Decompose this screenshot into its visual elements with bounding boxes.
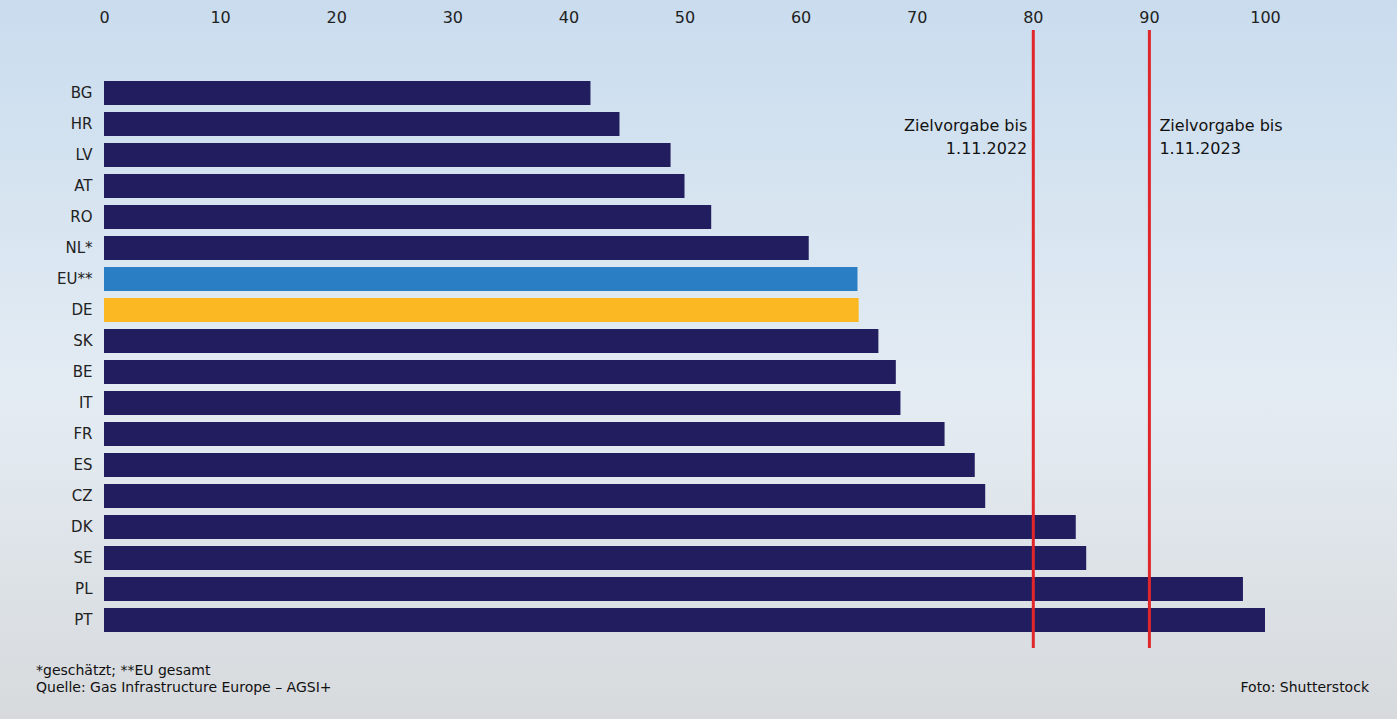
svg-text:BE: BE — [73, 363, 93, 381]
svg-text:SE: SE — [74, 549, 93, 567]
html-text:Foto: Shutterstock: Foto: Shutterstock — [1240, 679, 1369, 695]
svg-text:30: 30 — [443, 8, 463, 27]
svg-text:RO: RO — [70, 208, 92, 226]
svg-text:DE: DE — [71, 301, 92, 319]
svg-text:IT: IT — [79, 394, 93, 412]
svg-text:20: 20 — [327, 8, 347, 27]
svg-text:LV: LV — [76, 146, 94, 164]
svg-text:HR: HR — [71, 115, 93, 133]
svg-text:AT: AT — [74, 177, 93, 195]
svg-text:ES: ES — [74, 456, 93, 474]
svg-text:80: 80 — [1023, 8, 1043, 27]
svg-text:40: 40 — [559, 8, 579, 27]
svg-text:10: 10 — [210, 8, 230, 27]
svg-text:Zielvorgabe bis1.11.2023: Zielvorgabe bis1.11.2023 — [1159, 116, 1282, 157]
svg-text:CZ: CZ — [72, 487, 93, 505]
svg-text:70: 70 — [907, 8, 927, 27]
svg-text:SK: SK — [73, 332, 94, 350]
svg-text:PT: PT — [74, 611, 93, 629]
svg-text:50: 50 — [675, 8, 695, 27]
svg-text:FR: FR — [73, 425, 92, 443]
svg-text:NL*: NL* — [65, 239, 93, 257]
svg-text:60: 60 — [791, 8, 811, 27]
svg-text:100: 100 — [1250, 8, 1281, 27]
svg-text:0: 0 — [99, 8, 109, 27]
svg-text:BG: BG — [71, 84, 93, 102]
svg-text:EU**: EU** — [57, 270, 93, 288]
svg-text:Zielvorgabe bis1.11.2022: Zielvorgabe bis1.11.2022 — [904, 116, 1027, 157]
svg-text:PL: PL — [75, 580, 93, 598]
html-text:*geschätzt; **EU gesamt: *geschätzt; **EU gesamt — [36, 662, 211, 678]
svg-text:DK: DK — [71, 518, 94, 536]
svg-text:90: 90 — [1139, 8, 1159, 27]
html-text:Quelle: Gas Infrastructure Eur: Quelle: Gas Infrastructure Europe – AGSI… — [36, 679, 332, 695]
